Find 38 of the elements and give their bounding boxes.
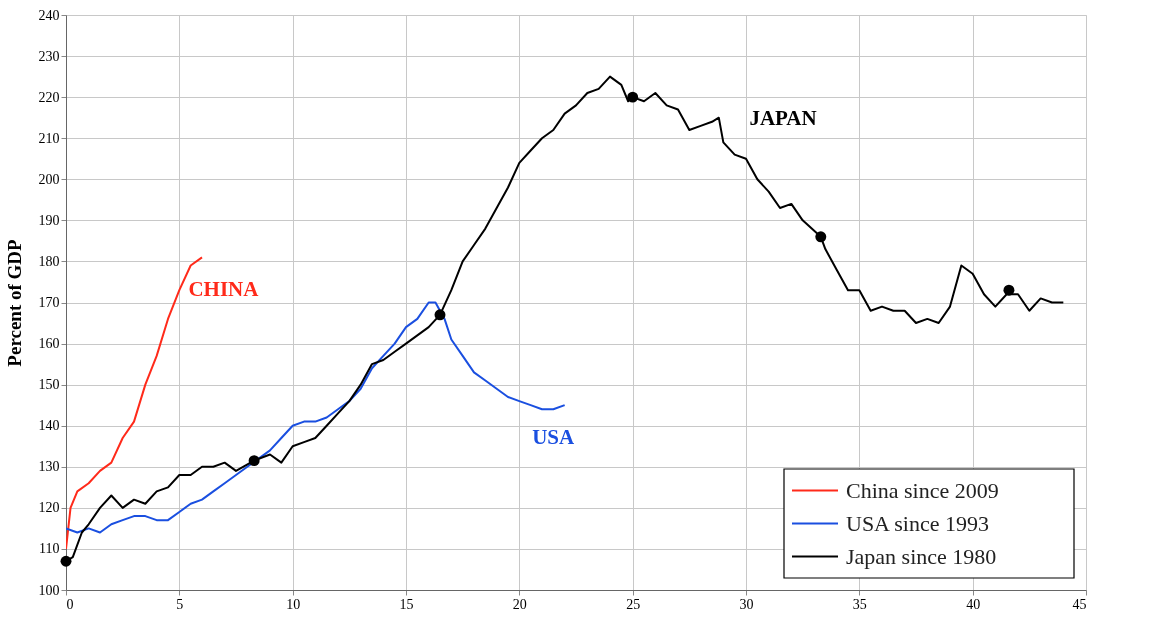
x-tick-label: 15 xyxy=(399,596,414,612)
y-tick-label: 230 xyxy=(38,48,60,64)
y-tick-label: 120 xyxy=(38,500,60,516)
y-tick-label: 200 xyxy=(38,171,60,187)
y-tick-label: 210 xyxy=(38,130,60,146)
y-tick-label: 100 xyxy=(38,582,60,598)
y-tick-label: 110 xyxy=(39,541,60,557)
x-tick-label: 45 xyxy=(1072,596,1087,612)
y-tick-label: 150 xyxy=(38,377,60,393)
y-tick-label: 160 xyxy=(38,336,60,352)
legend-label: USA since 1993 xyxy=(846,510,989,536)
y-tick-label: 140 xyxy=(38,418,60,434)
x-tick-label: 5 xyxy=(176,596,184,612)
y-axis-title: Percent of GDP xyxy=(3,238,25,367)
y-tick-label: 240 xyxy=(38,7,60,23)
annotation: JAPAN xyxy=(749,105,817,130)
annotation: CHINA xyxy=(188,276,260,301)
x-tick-label: 20 xyxy=(512,596,527,612)
annotation: USA xyxy=(532,425,575,450)
y-tick-label: 170 xyxy=(38,295,60,310)
x-tick-label: 10 xyxy=(286,596,301,612)
x-tick-label: 35 xyxy=(852,596,867,612)
x-tick-label: 0 xyxy=(66,596,74,612)
x-tick-label: 25 xyxy=(626,596,641,612)
x-tick-label: 30 xyxy=(739,596,754,612)
point xyxy=(434,309,446,321)
point xyxy=(815,231,827,243)
y-tick-label: 130 xyxy=(38,459,60,475)
point xyxy=(627,91,639,103)
legend-label: China since 2009 xyxy=(846,477,999,503)
point xyxy=(1003,284,1015,296)
y-tick-label: 190 xyxy=(38,212,60,228)
legend-label: Japan since 1980 xyxy=(846,543,997,569)
y-tick-label: 180 xyxy=(38,253,60,269)
x-tick-label: 40 xyxy=(966,596,981,612)
point xyxy=(248,455,260,467)
point xyxy=(60,555,72,567)
y-tick-label: 220 xyxy=(38,89,60,105)
